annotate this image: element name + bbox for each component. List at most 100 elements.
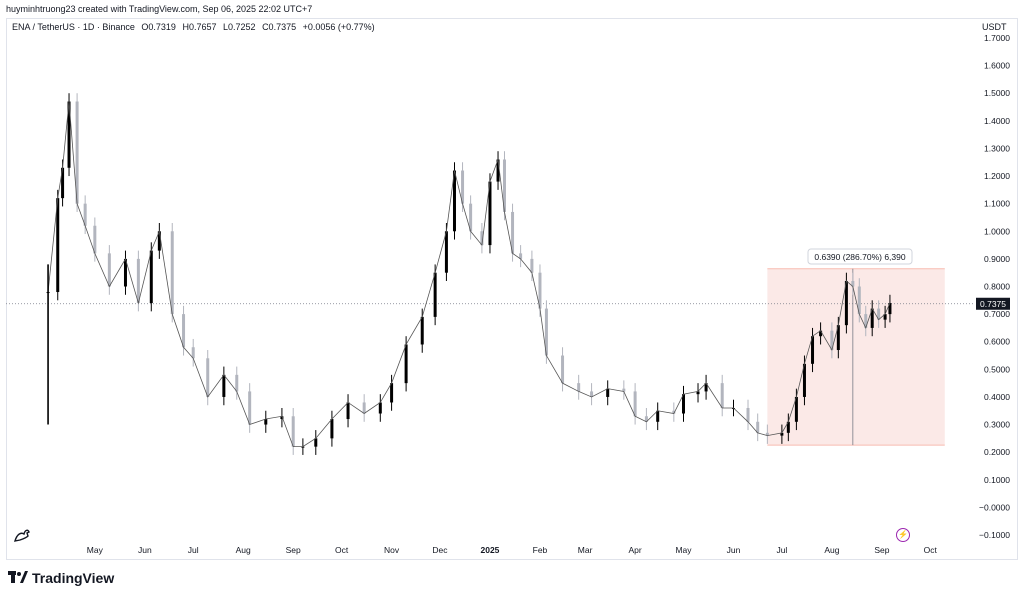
price-candle (794, 396, 798, 422)
price-candle (222, 374, 226, 397)
x-tick-label: Jul (188, 545, 199, 555)
price-candle (544, 308, 548, 356)
price-candle (622, 388, 626, 392)
x-tick-label: Jul (776, 545, 787, 555)
x-tick-label: Sep (286, 545, 301, 555)
price-candle (883, 314, 887, 320)
price-candle (830, 330, 834, 351)
price-candle (480, 231, 484, 246)
x-tick-label: Aug (824, 545, 839, 555)
price-candle (786, 421, 790, 433)
price-candle (590, 391, 594, 397)
x-tick-label: Dec (432, 545, 448, 555)
price-candle (314, 438, 318, 447)
y-tick-label: 1.6000 (984, 61, 1010, 71)
y-tick-label: 0.3000 (984, 420, 1010, 430)
price-candle (704, 383, 708, 392)
x-tick-label: Aug (236, 545, 251, 555)
y-tick-label: 0.9000 (984, 254, 1010, 264)
price-candle (888, 303, 892, 315)
y-tick-label: −0.0000 (979, 502, 1010, 512)
y-tick-label: 0.5000 (984, 364, 1010, 374)
y-tick-label: 1.0000 (984, 226, 1010, 236)
y-tick-label: 1.7000 (984, 33, 1010, 43)
symbol-legend: ENA / TetherUS · 1D · Binance O0.7319 H0… (12, 22, 379, 32)
price-candle (844, 280, 848, 326)
price-candle (56, 198, 60, 293)
price-candle (811, 336, 815, 364)
price-candle (720, 383, 724, 408)
x-tick-label: Sep (874, 545, 889, 555)
price-candle (644, 416, 648, 422)
price-candle (235, 374, 239, 392)
price-candle (93, 225, 97, 254)
chart-attribution: huyminhtruong23 created with TradingView… (6, 4, 313, 14)
price-candle (633, 391, 637, 417)
y-tick-label: 1.4000 (984, 116, 1010, 126)
currency-label[interactable]: USDT (982, 22, 1007, 32)
price-candle (404, 344, 408, 384)
y-tick-label: 0.4000 (984, 392, 1010, 402)
y-tick-label: −0.1000 (979, 530, 1010, 540)
x-tick-label: Oct (924, 545, 938, 555)
price-candle (511, 211, 515, 254)
x-tick-label: 2025 (481, 545, 500, 555)
price-candle (870, 308, 874, 328)
tradingview-mascot-icon (14, 529, 30, 542)
price-candle (264, 419, 268, 425)
price-candle (123, 258, 127, 287)
price-candle (67, 101, 71, 168)
price-candle (864, 314, 868, 328)
price-candle (191, 347, 195, 359)
chart-frame (6, 18, 1018, 560)
price-candle (390, 383, 394, 403)
x-tick-label: May (87, 545, 104, 555)
price-candle (206, 358, 210, 397)
price-candle (280, 416, 284, 420)
price-candle (75, 101, 79, 204)
y-tick-label: 1.5000 (984, 88, 1010, 98)
price-candle (378, 402, 382, 414)
x-tick-label: Jun (727, 545, 741, 555)
price-candle (765, 432, 769, 436)
x-tick-label: Jun (138, 545, 152, 555)
price-candle (170, 231, 174, 315)
y-tick-label: 1.2000 (984, 171, 1010, 181)
symbol-label[interactable]: ENA / TetherUS · 1D · Binance (12, 22, 135, 32)
price-candle (672, 410, 676, 414)
price-candle (696, 391, 700, 395)
price-candle (248, 391, 252, 425)
price-candle (577, 383, 581, 392)
price-candle (291, 416, 295, 447)
lightning-icon[interactable]: ⚡ (896, 528, 910, 542)
measure-label-box (807, 248, 913, 265)
price-candle (157, 231, 161, 251)
price-candle (433, 272, 437, 317)
x-tick-label: Feb (533, 545, 548, 555)
y-tick-label: 1.1000 (984, 199, 1010, 209)
price-candle (877, 308, 881, 320)
price-candle (496, 159, 500, 182)
high-value: H0.7657 (182, 22, 217, 32)
tradingview-logo-icon (8, 571, 28, 583)
price-candle (83, 203, 87, 226)
y-tick-label: 1.3000 (984, 143, 1010, 153)
price-candle (149, 250, 153, 304)
price-candle (362, 402, 366, 414)
price-candle (420, 316, 424, 345)
y-tick-label: 0.1000 (984, 475, 1010, 485)
price-candle (746, 407, 750, 422)
price-candle (346, 402, 350, 420)
price-candle (61, 167, 65, 199)
price-candle (182, 314, 186, 348)
price-candle (682, 394, 686, 414)
x-tick-label: Mar (578, 545, 593, 555)
price-candle (301, 446, 305, 448)
price-candle (802, 363, 806, 397)
y-tick-label: 0.7000 (984, 309, 1010, 319)
price-candle (488, 181, 492, 246)
price-candle (819, 330, 823, 337)
price-candle (756, 421, 760, 433)
brand-name: TradingView (32, 570, 115, 586)
